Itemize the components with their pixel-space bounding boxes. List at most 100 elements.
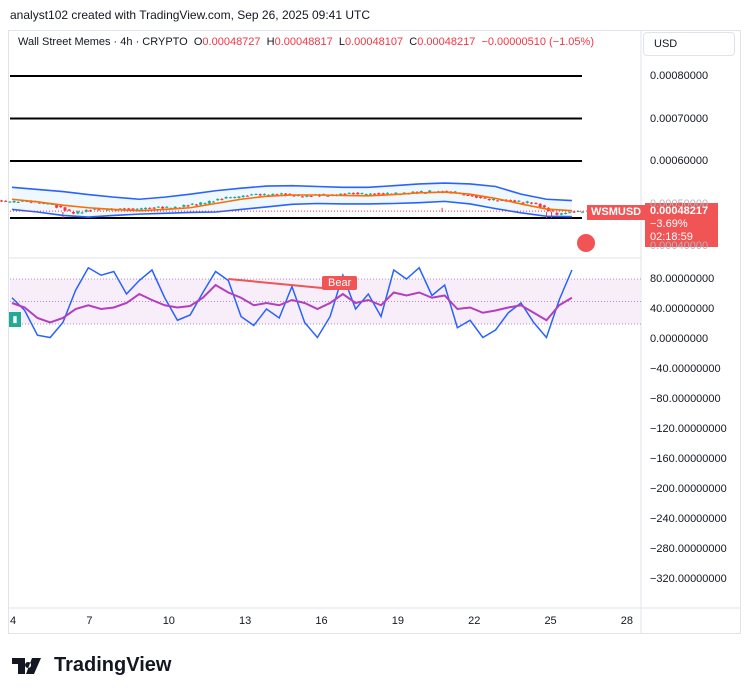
candle-body (496, 200, 500, 202)
candle-body (106, 209, 109, 211)
candle-body (530, 202, 533, 204)
candle-body (80, 212, 84, 214)
candle-body (76, 211, 80, 214)
oscillator-axis-tick: −320.00000000 (650, 573, 727, 585)
candle-body (368, 193, 372, 195)
close-label: C (409, 36, 418, 48)
candle-body (250, 194, 254, 196)
candle-body (360, 193, 364, 195)
indicator-marker-icon: ▮ (9, 312, 21, 327)
tradingview-logo[interactable]: TradingView (12, 654, 171, 677)
candle-body (127, 208, 131, 210)
candle-body (38, 202, 42, 204)
time-axis-tick: 13 (239, 615, 252, 627)
candle-body (279, 193, 283, 195)
time-axis-tick: 28 (620, 615, 634, 627)
candle-body (521, 202, 525, 204)
candle-body (580, 211, 584, 213)
candle-body (462, 194, 466, 196)
close-value: 0.00048217 (417, 36, 476, 48)
candle-body (21, 200, 24, 202)
symbol-title: Wall Street Memes · 4h · CRYPTO (18, 36, 188, 48)
candle-body (71, 212, 75, 214)
candle-body (564, 212, 568, 214)
symbol-price-tag: WSMUSD (587, 205, 646, 220)
candle-body (470, 195, 474, 197)
candle-body (479, 196, 483, 199)
candle-body (428, 190, 432, 193)
candle-body (487, 198, 491, 201)
candle-body (262, 193, 266, 195)
candle-body (59, 205, 63, 208)
time-axis-tick: 22 (468, 615, 481, 627)
candle-body (568, 212, 572, 214)
price-axis-tick: 0.00040000 (650, 240, 709, 252)
bollinger-band-fill (12, 183, 572, 218)
candle-body (182, 205, 186, 207)
candle-body (148, 207, 152, 209)
candle-body (377, 193, 381, 195)
candle-body (419, 191, 423, 193)
oscillator-axis-tick: 40.00000000 (650, 303, 715, 315)
candle-body (245, 195, 249, 197)
candle-body (63, 207, 67, 211)
candle-body (513, 200, 517, 203)
candle-body (542, 205, 546, 208)
candle-body (207, 200, 211, 204)
candle-body (572, 211, 576, 213)
candle-body (173, 206, 177, 209)
bollinger-upper-line (11, 182, 572, 202)
bear-divergence-label: Bear (322, 276, 358, 290)
candle-body (576, 211, 580, 213)
candle-body (67, 209, 71, 211)
brand-name: TradingView (54, 654, 172, 676)
oscillator-axis-tick: −240.00000000 (650, 513, 727, 525)
candle-body (199, 202, 203, 205)
candle-body (466, 195, 470, 197)
candle-body (233, 197, 237, 199)
symbol-legend: Wall Street Memes · 4h · CRYPTO O0.00048… (18, 36, 594, 48)
oscillator-axis-tick: −120.00000000 (650, 423, 727, 435)
candle-body (93, 208, 97, 210)
candle-body (347, 192, 351, 194)
candle-body (229, 197, 233, 199)
time-axis-tick: 16 (315, 615, 328, 627)
oscillator-axis-tick: −40.00000000 (650, 363, 721, 375)
last-price: 0.00048217 (650, 205, 709, 217)
candle-body (254, 194, 258, 196)
oscillator-axis-tick: −280.00000000 (650, 543, 727, 555)
candle-body (373, 193, 377, 195)
candle-body (385, 192, 389, 194)
candle-body (309, 195, 313, 197)
candle-body (16, 201, 20, 203)
candle-body (300, 196, 304, 198)
candle-body (483, 197, 487, 199)
flag-icon (577, 234, 595, 252)
candle-body (12, 200, 16, 203)
price-axis-tick: 0.00050000 (650, 197, 709, 210)
oscillator-line (11, 266, 573, 339)
candle-body (8, 201, 12, 203)
candle-body (351, 192, 355, 195)
candle-body (216, 198, 220, 201)
price-change: −3.69% (650, 218, 688, 230)
candle-body (152, 207, 156, 209)
oscillator-axis-tick: −80.00000000 (650, 393, 721, 405)
currency-selector[interactable]: USD (643, 32, 735, 56)
open-label: O (193, 36, 203, 48)
bear-divergence-line (228, 278, 331, 290)
candle-body (241, 195, 245, 198)
candle-body (212, 201, 215, 203)
candle-body (538, 203, 542, 208)
candle-body (364, 194, 368, 196)
open-value: 0.00048727 (202, 36, 261, 48)
candle-body (509, 200, 512, 202)
candle-body (190, 203, 194, 205)
price-axis-tick: 0.00080000 (650, 70, 709, 82)
candle-body (258, 194, 262, 196)
candle-body (224, 196, 228, 199)
bar-countdown: 02:18:59 (650, 231, 693, 243)
change-value: −0.00000510 (−1.05%) (481, 36, 594, 48)
candle-body (555, 212, 559, 215)
candle-body (517, 200, 521, 202)
